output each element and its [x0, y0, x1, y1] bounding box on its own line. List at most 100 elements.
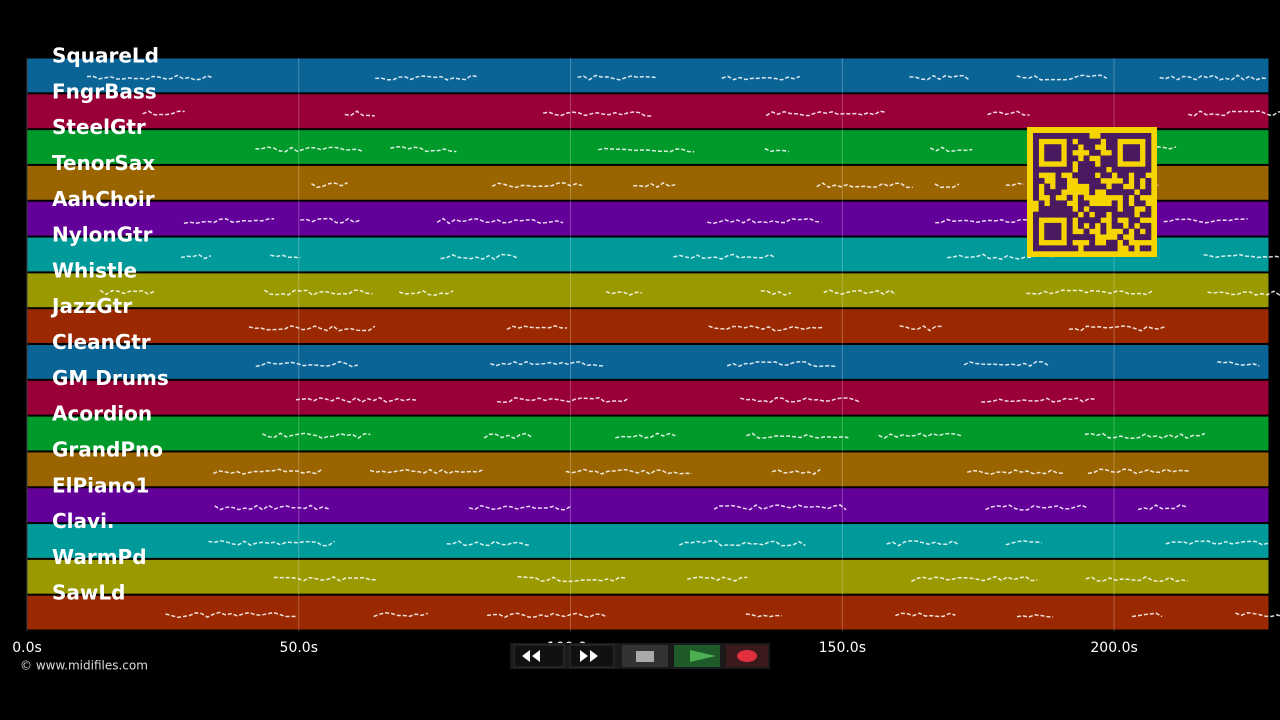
note-run [468, 504, 572, 511]
qr-cell [1106, 161, 1112, 168]
qr-cell [1077, 133, 1084, 139]
note-run [967, 469, 1064, 475]
qr-cell [1122, 194, 1129, 201]
qr-cell [1128, 166, 1135, 173]
qr-cell [1033, 138, 1039, 145]
qr-cell [1049, 194, 1056, 201]
record-button[interactable] [726, 645, 768, 667]
qr-cell [1033, 161, 1039, 168]
qr-cell [1111, 200, 1118, 207]
qr-cell [1072, 133, 1079, 139]
qr-cell [1089, 183, 1096, 190]
qr-cell [1044, 144, 1051, 151]
note-run [1165, 540, 1269, 546]
qr-cell [1044, 149, 1051, 156]
qr-cell [1061, 211, 1068, 218]
play-button[interactable] [674, 645, 720, 667]
note-run [1026, 289, 1153, 296]
track-name: Whistle [52, 258, 137, 282]
note-run [929, 146, 973, 153]
qr-cell [1094, 183, 1101, 190]
note-run [909, 74, 970, 81]
note-run [1085, 576, 1188, 583]
qr-cell [1106, 245, 1112, 252]
qr-cell [1111, 217, 1118, 224]
track-name: WarmPd [52, 545, 147, 569]
note-run [1016, 74, 1108, 81]
track-name: NylonGtr [52, 223, 153, 247]
qr-cell [1100, 211, 1107, 218]
qr-cell [1055, 155, 1062, 162]
qr-cell [1094, 217, 1101, 224]
qr-cell [1122, 133, 1129, 139]
note-run [713, 504, 847, 511]
qr-cell [1100, 206, 1107, 212]
note-run [99, 289, 155, 296]
qr-cell [1145, 166, 1152, 173]
qr-cell [1106, 172, 1112, 179]
qr-cell [1033, 155, 1039, 162]
forward-button[interactable] [569, 644, 615, 668]
qr-cell [1094, 206, 1101, 212]
note-run [726, 360, 836, 368]
qr-cell [1117, 183, 1124, 190]
qr-cell [1077, 200, 1084, 207]
qr-cell [1089, 138, 1096, 145]
qr-cell [1049, 166, 1056, 173]
qr-cell [1083, 133, 1090, 139]
qr-cell [1038, 211, 1045, 218]
qr-cell [1077, 194, 1084, 201]
qr-cell [1111, 239, 1118, 246]
note-run [86, 74, 214, 81]
qr-cell [1083, 144, 1090, 151]
qr-cell [1139, 200, 1146, 207]
track-name: FngrBass [52, 79, 157, 103]
rewind-button[interactable] [513, 644, 565, 668]
qr-cell [1033, 239, 1039, 246]
note-run [208, 540, 335, 547]
note-run [369, 468, 485, 475]
qr-cell [1134, 194, 1141, 201]
note-run [399, 290, 454, 296]
qr-cell [1055, 222, 1062, 229]
qr-cell [1055, 172, 1062, 179]
note-run [373, 612, 428, 618]
note-run [436, 217, 564, 225]
qr-cell [1134, 234, 1141, 241]
qr-cell [1145, 144, 1152, 151]
qr-cell [1066, 161, 1073, 168]
qr-cell [1111, 245, 1118, 252]
qr-cell [1100, 222, 1107, 229]
qr-cell [1100, 161, 1107, 168]
note-run [491, 182, 583, 189]
qr-cell [1134, 155, 1141, 162]
note-run [497, 396, 630, 404]
note-run [708, 325, 823, 332]
track-name: AahChoir [52, 187, 155, 211]
note-run [764, 147, 789, 153]
qr-cell [1122, 155, 1129, 162]
track-row [26, 57, 1270, 94]
qr-cell [1072, 211, 1079, 218]
qr-cell [1145, 234, 1152, 241]
note-run [707, 217, 822, 225]
track-name: SquareLd [52, 44, 159, 68]
note-run [165, 611, 298, 619]
qr-cell [1134, 177, 1141, 184]
qr-cell [1139, 245, 1146, 252]
note-run [1087, 468, 1191, 475]
note-run [1217, 361, 1260, 367]
qr-cell [1139, 166, 1146, 173]
note-run [721, 75, 801, 81]
track-row [26, 272, 1270, 309]
qr-cell [1049, 149, 1056, 156]
stop-button[interactable] [622, 645, 668, 667]
qr-cell [1033, 183, 1039, 190]
qr-cell [1049, 228, 1056, 235]
qr-cell [1134, 144, 1141, 151]
qr-cell [1145, 245, 1152, 252]
note-run [311, 182, 348, 189]
note-run [390, 146, 457, 153]
